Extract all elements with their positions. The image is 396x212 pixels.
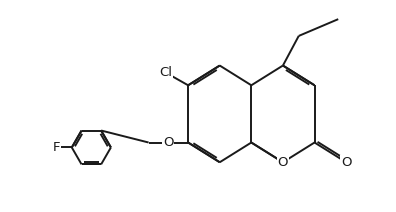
Text: F: F [53, 141, 61, 154]
Text: O: O [163, 136, 173, 149]
Text: Cl: Cl [159, 66, 172, 79]
Text: O: O [278, 156, 288, 169]
Text: O: O [341, 156, 351, 169]
